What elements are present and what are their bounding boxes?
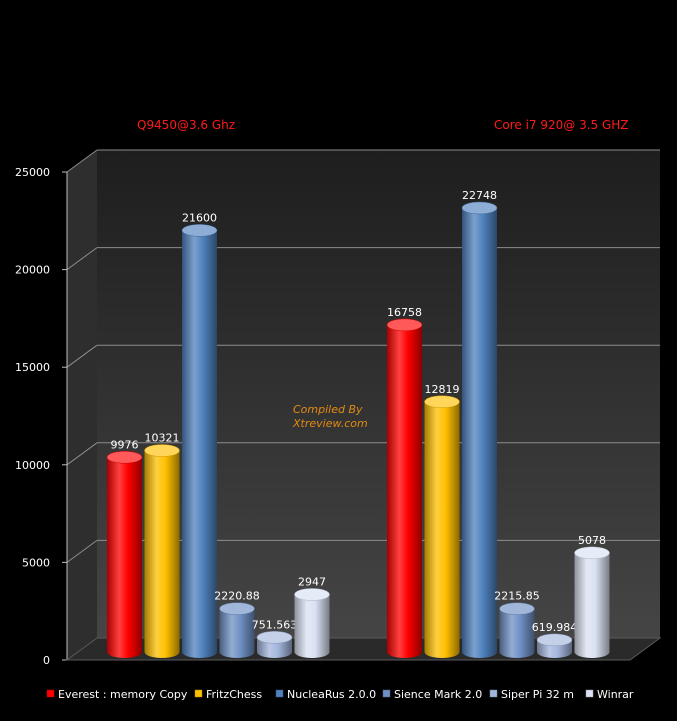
y-tick-label: 5000 xyxy=(22,556,50,569)
legend-label: FritzChess xyxy=(206,688,262,701)
bar-top xyxy=(461,201,498,215)
data-label: 2215.85 xyxy=(494,590,540,603)
data-label: 5078 xyxy=(578,534,606,547)
legend-swatch xyxy=(194,689,203,698)
legend-label: Winrar xyxy=(597,688,634,701)
legend-item: Siper Pi 32 m xyxy=(489,688,574,701)
data-label: 12819 xyxy=(425,383,460,396)
bar xyxy=(294,588,330,658)
legend-label: NucleaRus 2.0.0 xyxy=(287,688,376,701)
y-tick-label: 10000 xyxy=(15,459,50,472)
data-label: 751.563 xyxy=(252,618,298,631)
legend-swatch xyxy=(275,689,284,698)
bar-top xyxy=(536,633,573,647)
category-label: Core i7 920@ 3.5 GHZ xyxy=(494,118,629,132)
bar-body xyxy=(107,457,142,658)
bar-top xyxy=(181,224,218,237)
gridline-side xyxy=(66,247,98,271)
bar xyxy=(499,602,535,658)
bar-body xyxy=(219,608,255,658)
legend-label: Siper Pi 32 m xyxy=(501,688,574,701)
data-label: 10321 xyxy=(145,432,180,445)
legend-swatch xyxy=(382,689,391,698)
bar-body xyxy=(294,594,330,658)
bar-body xyxy=(144,450,180,658)
bar-top xyxy=(424,395,460,409)
chart-side-wall xyxy=(67,150,97,660)
legend-label: Sience Mark 2.0 xyxy=(394,688,482,701)
watermark-text: Compiled By xyxy=(293,403,363,416)
bar-top xyxy=(386,318,423,332)
legend-swatch xyxy=(489,689,498,698)
legend-swatch xyxy=(585,689,594,698)
legend-item: Winrar xyxy=(585,688,634,701)
legend-item: Sience Mark 2.0 xyxy=(382,688,482,701)
y-tick-label: 0 xyxy=(43,654,50,667)
bar xyxy=(536,633,573,658)
watermark-text: Xtreview.com xyxy=(292,417,368,430)
bar xyxy=(219,602,255,658)
bar-top xyxy=(106,451,143,464)
legend-item: Everest : memory Copy xyxy=(46,688,188,701)
bar xyxy=(256,631,293,658)
bar-top xyxy=(219,602,255,615)
legend-swatch xyxy=(46,689,55,698)
bar-top xyxy=(294,588,330,601)
bar-body xyxy=(574,552,610,658)
legend-item: FritzChess xyxy=(194,688,262,701)
bar-body xyxy=(499,608,535,658)
data-label: 21600 xyxy=(182,211,217,224)
bar-top xyxy=(144,444,180,457)
category-label: Q9450@3.6 Ghz xyxy=(137,118,235,132)
bar-top xyxy=(574,546,610,560)
bar xyxy=(424,395,460,658)
bar xyxy=(574,546,610,658)
y-tick-label: 25000 xyxy=(15,166,50,179)
gridline-side xyxy=(66,539,98,563)
bar xyxy=(181,224,218,659)
bar xyxy=(144,444,180,658)
bar-body xyxy=(424,401,460,658)
bar xyxy=(386,318,423,658)
data-label: 22748 xyxy=(462,189,497,202)
legend-label: Everest : memory Copy xyxy=(58,688,188,701)
gridline-side xyxy=(66,442,98,466)
bar-body xyxy=(182,230,217,659)
data-label: 9976 xyxy=(111,438,139,451)
gridline-side xyxy=(66,149,98,173)
data-label: 2220.88 xyxy=(214,590,260,603)
chart-back-wall xyxy=(97,150,660,638)
bar-body xyxy=(387,324,422,658)
legend-item: NucleaRus 2.0.0 xyxy=(275,688,376,701)
data-label: 619.984 xyxy=(532,621,578,634)
gridline-side xyxy=(66,344,98,368)
y-tick-label: 15000 xyxy=(15,361,50,374)
bar xyxy=(106,451,143,658)
bar-top xyxy=(256,631,293,644)
bar-top xyxy=(499,602,535,615)
y-tick-label: 20000 xyxy=(15,264,50,277)
bar xyxy=(461,201,498,658)
data-label: 16758 xyxy=(387,306,422,319)
data-label: 2947 xyxy=(298,575,326,588)
bar-body xyxy=(462,207,497,658)
